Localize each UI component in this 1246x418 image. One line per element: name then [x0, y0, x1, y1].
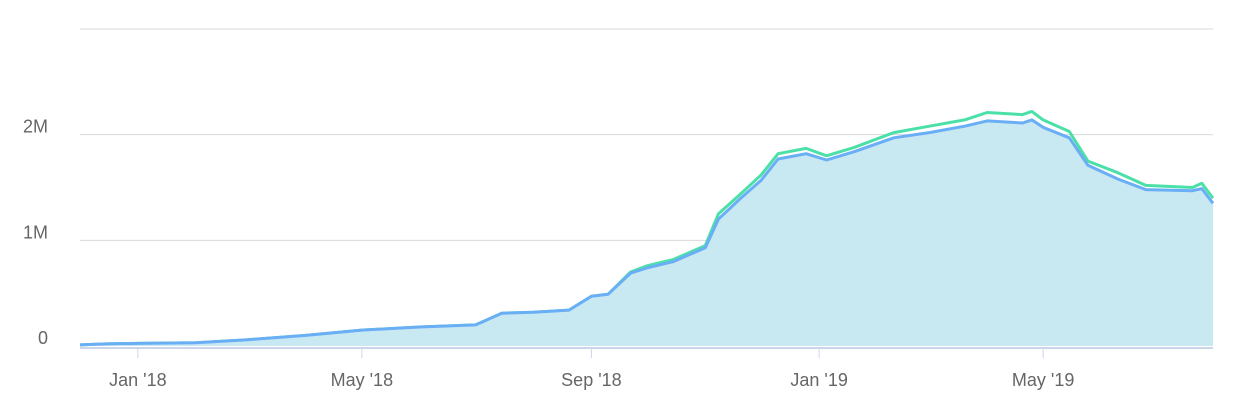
series-area-fill — [80, 119, 1213, 347]
y-tick-label: 1M — [23, 222, 48, 242]
x-tick-label: Sep '18 — [561, 370, 622, 390]
series-line-lower — [79, 118, 1215, 347]
x-axis: Jan '18 May '18 Sep '18 Jan '19 May '19 — [80, 347, 1213, 390]
x-tick-label: Jan '18 — [109, 370, 166, 390]
x-tick-label: Jan '19 — [790, 370, 847, 390]
x-tick-label: May '19 — [1012, 370, 1074, 390]
x-tick-label: May '18 — [331, 370, 393, 390]
y-axis: 0 1M 2M — [23, 117, 48, 348]
y-tick-label: 2M — [23, 117, 48, 137]
plot-area — [79, 109, 1215, 347]
y-tick-label: 0 — [38, 328, 48, 348]
